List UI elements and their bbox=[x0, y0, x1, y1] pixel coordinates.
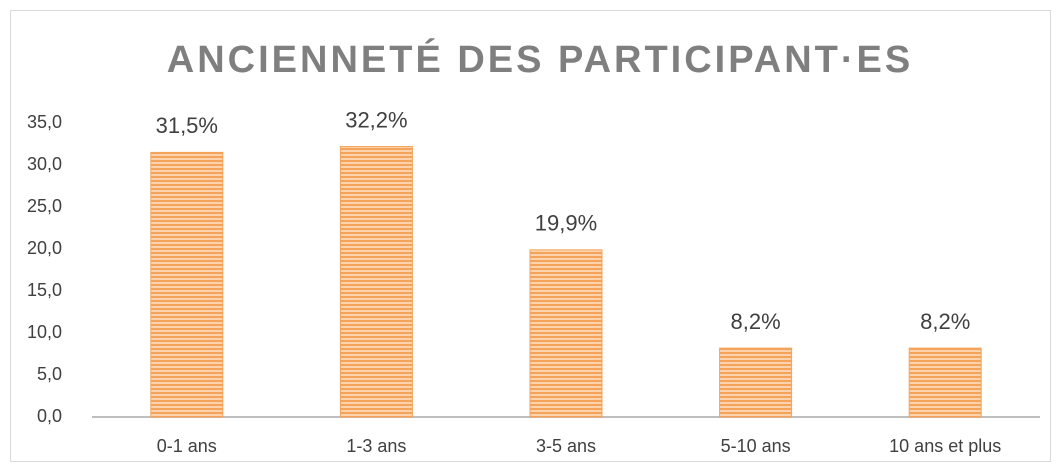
y-tick-label: 25,0 bbox=[27, 196, 62, 216]
bar bbox=[719, 347, 793, 418]
data-label: 8,2% bbox=[920, 309, 970, 334]
x-tick-label: 0-1 ans bbox=[157, 436, 217, 456]
bar bbox=[529, 249, 603, 418]
y-tick-label: 30,0 bbox=[27, 154, 62, 174]
y-tick-label: 35,0 bbox=[27, 112, 62, 132]
data-label: 19,9% bbox=[535, 211, 597, 236]
y-tick-label: 15,0 bbox=[27, 280, 62, 300]
x-tick-label: 10 ans et plus bbox=[889, 436, 1001, 456]
y-tick-label: 5,0 bbox=[37, 364, 62, 384]
bar bbox=[908, 347, 982, 418]
bar bbox=[150, 151, 224, 418]
y-tick-label: 0,0 bbox=[37, 406, 62, 426]
x-tick-label: 5-10 ans bbox=[721, 436, 791, 456]
x-tick-label: 3-5 ans bbox=[536, 436, 596, 456]
chart-title: ANCIENNETÉ DES PARTICIPANT·ES bbox=[167, 37, 913, 81]
data-label: 8,2% bbox=[731, 309, 781, 334]
bar bbox=[339, 146, 413, 418]
y-tick-label: 10,0 bbox=[27, 322, 62, 342]
data-label: 31,5% bbox=[156, 113, 218, 138]
data-label: 32,2% bbox=[345, 107, 407, 132]
x-tick-label: 1-3 ans bbox=[346, 436, 406, 456]
y-tick-label: 20,0 bbox=[27, 238, 62, 258]
